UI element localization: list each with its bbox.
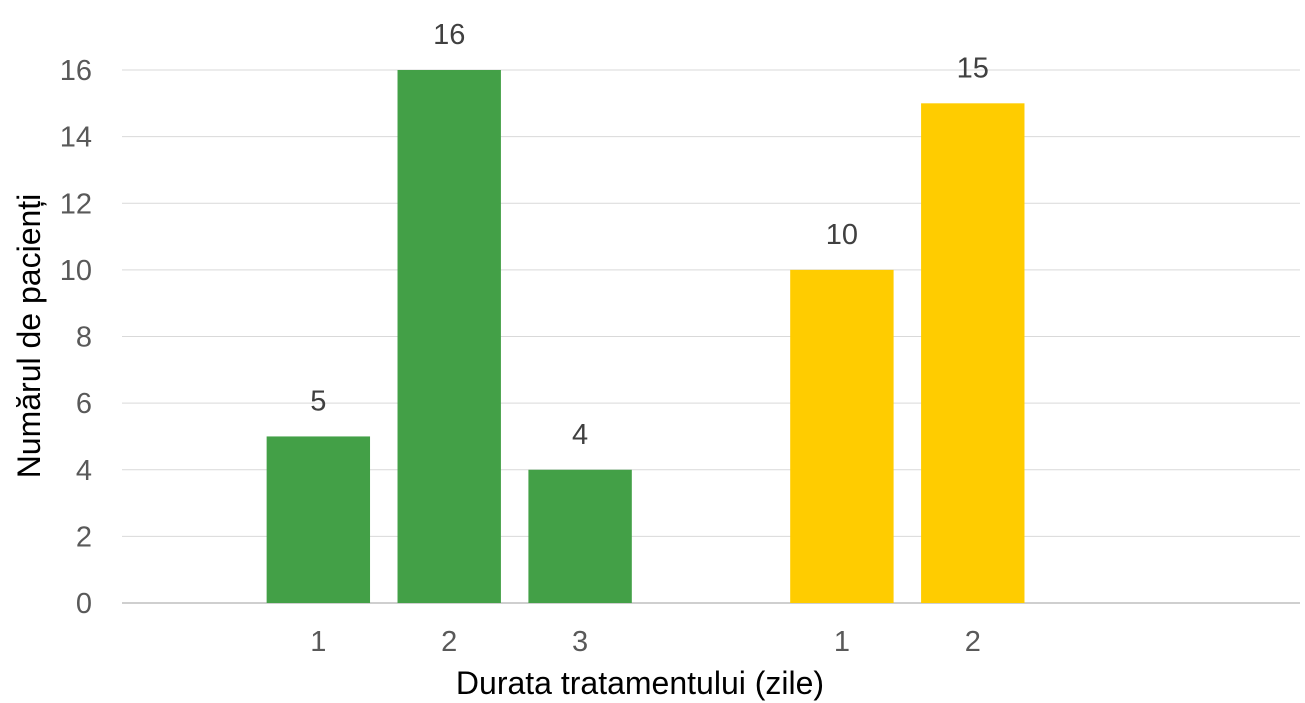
x-axis-ticks: 1 2 3 1 2 bbox=[310, 626, 981, 658]
y-tick-label: 0 bbox=[76, 588, 92, 620]
bars bbox=[266, 70, 1025, 603]
y-tick-label: 2 bbox=[76, 521, 92, 553]
bar bbox=[397, 70, 501, 603]
data-labels: 5 16 4 10 15 bbox=[310, 19, 989, 451]
y-axis-title: Numărul de pacienți bbox=[11, 194, 47, 479]
bar bbox=[921, 103, 1025, 603]
y-axis-ticks: 0 2 4 6 8 10 12 14 16 bbox=[60, 55, 92, 620]
x-tick-label: 2 bbox=[965, 626, 981, 658]
bar bbox=[528, 469, 632, 603]
y-tick-label: 12 bbox=[60, 188, 92, 220]
data-label: 5 bbox=[310, 385, 326, 417]
y-tick-label: 10 bbox=[60, 255, 92, 287]
bar bbox=[266, 436, 371, 603]
x-tick-label: 2 bbox=[441, 626, 457, 658]
bar bbox=[790, 269, 894, 603]
y-tick-label: 8 bbox=[76, 322, 92, 354]
data-label: 4 bbox=[572, 419, 588, 451]
y-tick-label: 16 bbox=[60, 55, 92, 87]
y-tick-label: 14 bbox=[60, 122, 92, 154]
y-tick-label: 4 bbox=[76, 455, 92, 487]
data-label: 16 bbox=[433, 19, 465, 51]
x-tick-label: 1 bbox=[310, 626, 326, 658]
data-label: 15 bbox=[957, 52, 989, 84]
y-tick-label: 6 bbox=[76, 388, 92, 420]
data-label: 10 bbox=[826, 219, 858, 251]
x-tick-label: 1 bbox=[834, 626, 850, 658]
x-tick-label: 3 bbox=[572, 626, 588, 658]
x-axis-title: Durata tratamentului (zile) bbox=[456, 665, 824, 701]
